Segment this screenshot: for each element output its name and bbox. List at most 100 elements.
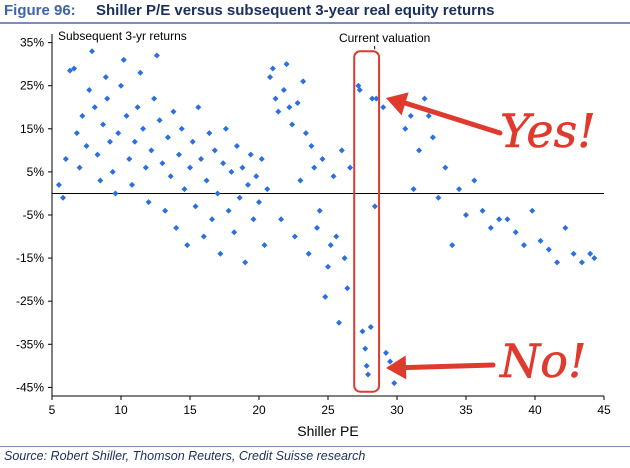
data-point <box>319 155 326 162</box>
data-point <box>192 203 199 210</box>
data-point <box>363 362 370 369</box>
data-point <box>391 380 398 387</box>
data-point <box>228 168 235 175</box>
data-point <box>233 143 240 150</box>
data-point <box>156 117 163 124</box>
data-point <box>275 108 282 115</box>
y-tick-label: -45% <box>16 380 44 394</box>
data-point <box>344 285 351 292</box>
data-point <box>60 194 67 201</box>
data-point <box>239 164 246 171</box>
data-point <box>214 190 221 197</box>
data-point <box>94 151 101 158</box>
data-point <box>463 212 469 218</box>
x-tick-label: 25 <box>321 403 335 417</box>
data-point <box>79 112 86 119</box>
data-point <box>554 259 561 266</box>
data-point <box>449 242 456 249</box>
data-point <box>371 203 378 210</box>
data-point <box>225 207 232 214</box>
data-point <box>148 147 155 154</box>
y-tick-label: -25% <box>16 294 44 308</box>
data-point <box>189 138 196 145</box>
y-tick-label: -15% <box>16 251 44 265</box>
data-point <box>286 104 293 111</box>
data-point <box>209 216 216 223</box>
data-point <box>308 143 315 150</box>
data-point <box>278 216 285 223</box>
data-point <box>421 95 428 102</box>
data-point <box>591 255 598 262</box>
data-point <box>71 65 78 72</box>
data-point <box>242 259 249 266</box>
data-point <box>236 194 243 201</box>
y-tick-label: 35% <box>20 36 44 50</box>
yes-arrow-shaft <box>393 97 503 136</box>
current-valuation-label: Current valuation <box>339 31 430 45</box>
y-tick-label: 25% <box>20 79 44 93</box>
data-point <box>429 134 436 141</box>
data-point <box>129 181 136 188</box>
data-point <box>211 147 218 154</box>
data-point <box>369 95 376 102</box>
data-point <box>280 87 287 94</box>
data-point <box>86 87 93 94</box>
data-point <box>537 237 544 244</box>
data-point <box>267 74 274 81</box>
x-tick-label: 45 <box>597 403 611 417</box>
chart-axes: 35% 25% 15% 5% -5% -15% -25% -35% -45% 5 10 15 20 25 3… <box>16 29 611 439</box>
data-points <box>55 48 598 387</box>
data-point <box>109 168 116 175</box>
data-point <box>187 164 193 171</box>
data-point <box>120 56 127 63</box>
data-point <box>91 104 98 111</box>
data-point <box>545 246 552 253</box>
data-point <box>62 155 69 162</box>
data-point <box>137 69 144 76</box>
data-point <box>195 104 202 111</box>
data-point <box>118 82 124 89</box>
data-point <box>297 177 304 184</box>
data-point <box>311 164 318 171</box>
data-point <box>151 95 158 102</box>
data-point <box>198 155 205 162</box>
data-point <box>159 160 166 167</box>
data-point <box>253 173 260 180</box>
data-point <box>261 242 268 249</box>
data-point <box>512 229 519 236</box>
data-point <box>487 224 494 231</box>
data-point <box>250 216 257 223</box>
figure-title-bar: Figure 96: Shiller P/E versus subsequent… <box>0 0 630 24</box>
data-point <box>203 177 210 184</box>
data-point <box>55 181 62 188</box>
data-point <box>587 250 594 257</box>
x-tick-label: 15 <box>183 403 197 417</box>
data-point <box>520 242 527 249</box>
figure-label: Figure 96: <box>4 2 76 19</box>
data-point <box>102 74 109 81</box>
data-point <box>562 224 569 231</box>
scatter-chart: 35% 25% 15% 5% -5% -15% -25% -35% -45% 5 10 15 20 25 3… <box>16 29 611 439</box>
data-point <box>112 190 119 197</box>
data-point <box>330 173 337 180</box>
data-point <box>184 242 191 249</box>
data-point <box>222 125 229 132</box>
yes-arrow-head <box>386 92 409 116</box>
data-point <box>167 173 174 180</box>
x-tick-label: 10 <box>114 403 128 417</box>
data-point <box>231 229 238 236</box>
data-point <box>104 95 111 102</box>
data-point <box>123 112 130 119</box>
figure-title: Shiller P/E versus subsequent 3-year rea… <box>96 2 495 19</box>
data-point <box>313 224 320 231</box>
data-point <box>181 186 188 193</box>
data-point <box>347 164 354 171</box>
data-point <box>258 155 265 162</box>
data-point <box>365 371 372 378</box>
data-point <box>140 125 147 132</box>
data-point <box>410 186 417 193</box>
data-point <box>338 147 345 154</box>
data-point <box>504 216 511 223</box>
data-point <box>327 242 334 249</box>
data-point <box>264 186 271 193</box>
